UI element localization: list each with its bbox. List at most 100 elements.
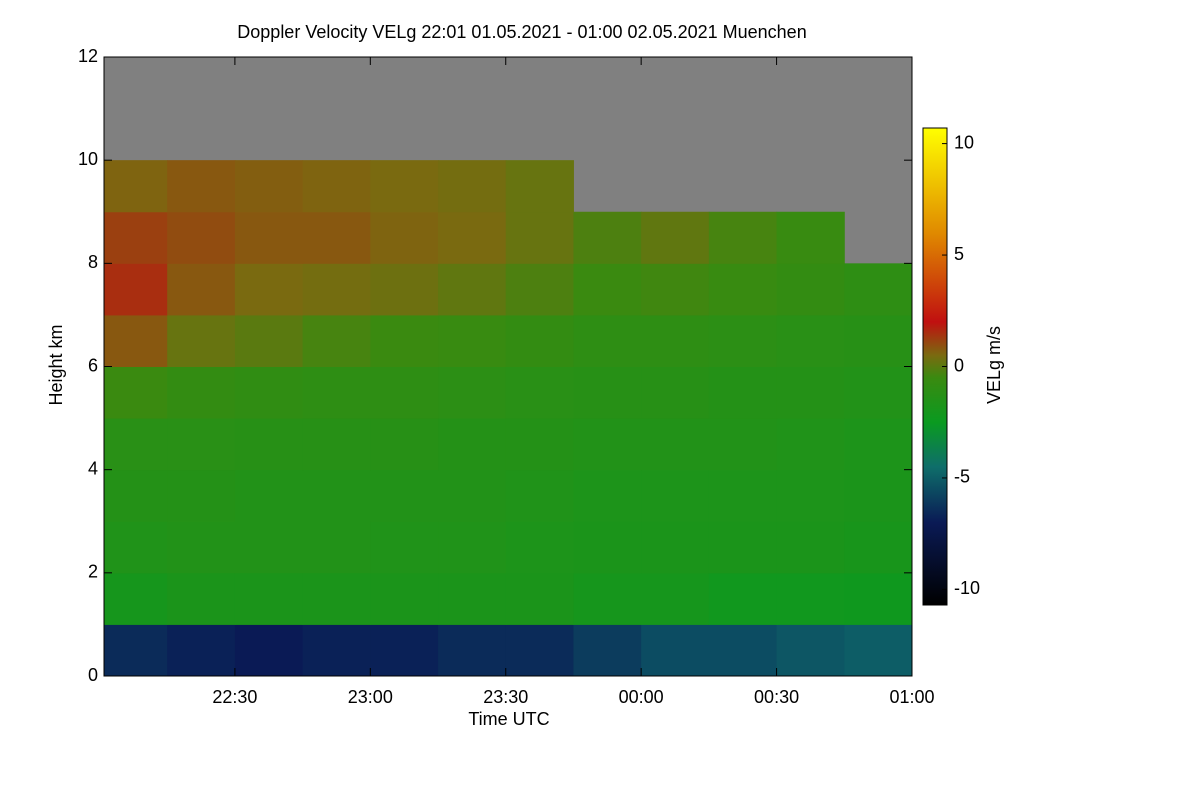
heatmap-cell — [438, 521, 507, 574]
colorbar-tick-label: -5 — [954, 467, 970, 487]
heatmap-cell — [573, 314, 642, 367]
heatmap-cell — [104, 160, 168, 213]
heatmap-cell — [505, 572, 574, 625]
y-tick-label: 2 — [88, 562, 98, 582]
heatmap-cell — [708, 469, 778, 522]
heatmap-cell — [776, 572, 845, 625]
heatmap-cell — [438, 572, 507, 625]
heatmap-cell — [505, 469, 574, 522]
heatmap-cell — [167, 572, 236, 625]
colorbar-label: VELg m/s — [984, 326, 1004, 404]
heatmap-cell — [438, 314, 507, 367]
heatmap-cell — [641, 418, 710, 471]
heatmap-cell — [234, 160, 304, 213]
heatmap-cell — [573, 624, 642, 677]
heatmap-cell — [438, 469, 507, 522]
heatmap-cell — [302, 263, 371, 316]
heatmap-cell — [505, 521, 574, 574]
heatmap-cell — [167, 624, 236, 677]
heatmap-cell — [776, 211, 845, 264]
colorbar-tick-label: 10 — [954, 132, 974, 152]
heatmap-cell — [708, 418, 778, 471]
colorbar-tick-label: 0 — [954, 355, 964, 375]
heatmap-cell — [708, 263, 778, 316]
heatmap-cell — [167, 263, 236, 316]
heatmap-cell — [641, 521, 710, 574]
heatmap-cell — [167, 314, 236, 367]
heatmap-cell — [776, 263, 845, 316]
heatmap-cell — [505, 263, 574, 316]
heatmap-cell — [505, 624, 574, 677]
heatmap-cell — [438, 418, 507, 471]
heatmap-cell — [370, 263, 439, 316]
heatmap-cell — [104, 211, 168, 264]
heatmap-cell — [234, 366, 304, 419]
heatmap-cell — [370, 366, 439, 419]
heatmap-cell — [505, 314, 574, 367]
heatmap-cell — [104, 521, 168, 574]
y-tick-label: 12 — [78, 46, 98, 66]
heatmap-cell — [641, 572, 710, 625]
heatmap-cell — [167, 521, 236, 574]
colorbar-tick-label: 5 — [954, 244, 964, 264]
heatmap-cell — [167, 211, 236, 264]
x-tick-label: 01:00 — [889, 687, 934, 707]
heatmap-cell — [505, 418, 574, 471]
heatmap-cell — [104, 572, 168, 625]
heatmap-cell — [844, 418, 913, 471]
heatmap-cell — [573, 263, 642, 316]
heatmap-cell — [641, 624, 710, 677]
heatmap-cell — [573, 521, 642, 574]
heatmap-cell — [104, 263, 168, 316]
x-tick-label: 23:30 — [483, 687, 528, 707]
heatmap-cell — [234, 469, 304, 522]
x-tick-label: 00:30 — [754, 687, 799, 707]
heatmap-cell — [370, 469, 439, 522]
heatmap-cell — [302, 572, 371, 625]
heatmap-cell — [708, 624, 778, 677]
heatmap-cell — [104, 366, 168, 419]
heatmap-cell — [505, 211, 574, 264]
heatmap-cell — [844, 366, 913, 419]
heatmap-cell — [167, 366, 236, 419]
heatmap-cell — [438, 624, 507, 677]
heatmap-cell — [844, 314, 913, 367]
heatmap-cell — [234, 211, 304, 264]
heatmap-cell — [370, 160, 439, 213]
heatmap-cell — [776, 366, 845, 419]
heatmap-cell — [708, 572, 778, 625]
heatmap-cell — [104, 624, 168, 677]
heatmap-cell — [167, 160, 236, 213]
heatmap-cell — [167, 418, 236, 471]
heatmap-cell — [573, 469, 642, 522]
heatmap-cell — [104, 418, 168, 471]
heatmap-cell — [370, 211, 439, 264]
heatmap-cell — [438, 366, 507, 419]
y-axis-label: Height km — [46, 324, 66, 405]
heatmap-cell — [370, 418, 439, 471]
heatmap-cell — [505, 366, 574, 419]
x-tick-label: 22:30 — [212, 687, 257, 707]
heatmap-cell — [302, 624, 371, 677]
x-tick-label: 00:00 — [619, 687, 664, 707]
colorbar-tick-label: -10 — [954, 578, 980, 598]
heatmap-cell — [776, 418, 845, 471]
heatmap-cell — [708, 366, 778, 419]
heatmap-cell — [104, 314, 168, 367]
y-tick-label: 10 — [78, 149, 98, 169]
heatmap-cell — [573, 572, 642, 625]
heatmap-cell — [708, 314, 778, 367]
heatmap-cell — [104, 469, 168, 522]
heatmap-cell — [234, 572, 304, 625]
heatmap-cell — [641, 263, 710, 316]
heatmap-cell — [776, 469, 845, 522]
heatmap-cell — [167, 469, 236, 522]
heatmap-cell — [844, 624, 913, 677]
heatmap-cell — [641, 211, 710, 264]
heatmap-cell — [844, 572, 913, 625]
y-tick-label: 8 — [88, 252, 98, 272]
heatmap-cell — [370, 572, 439, 625]
heatmap-cell — [438, 160, 507, 213]
heatmap-cell — [234, 314, 304, 367]
